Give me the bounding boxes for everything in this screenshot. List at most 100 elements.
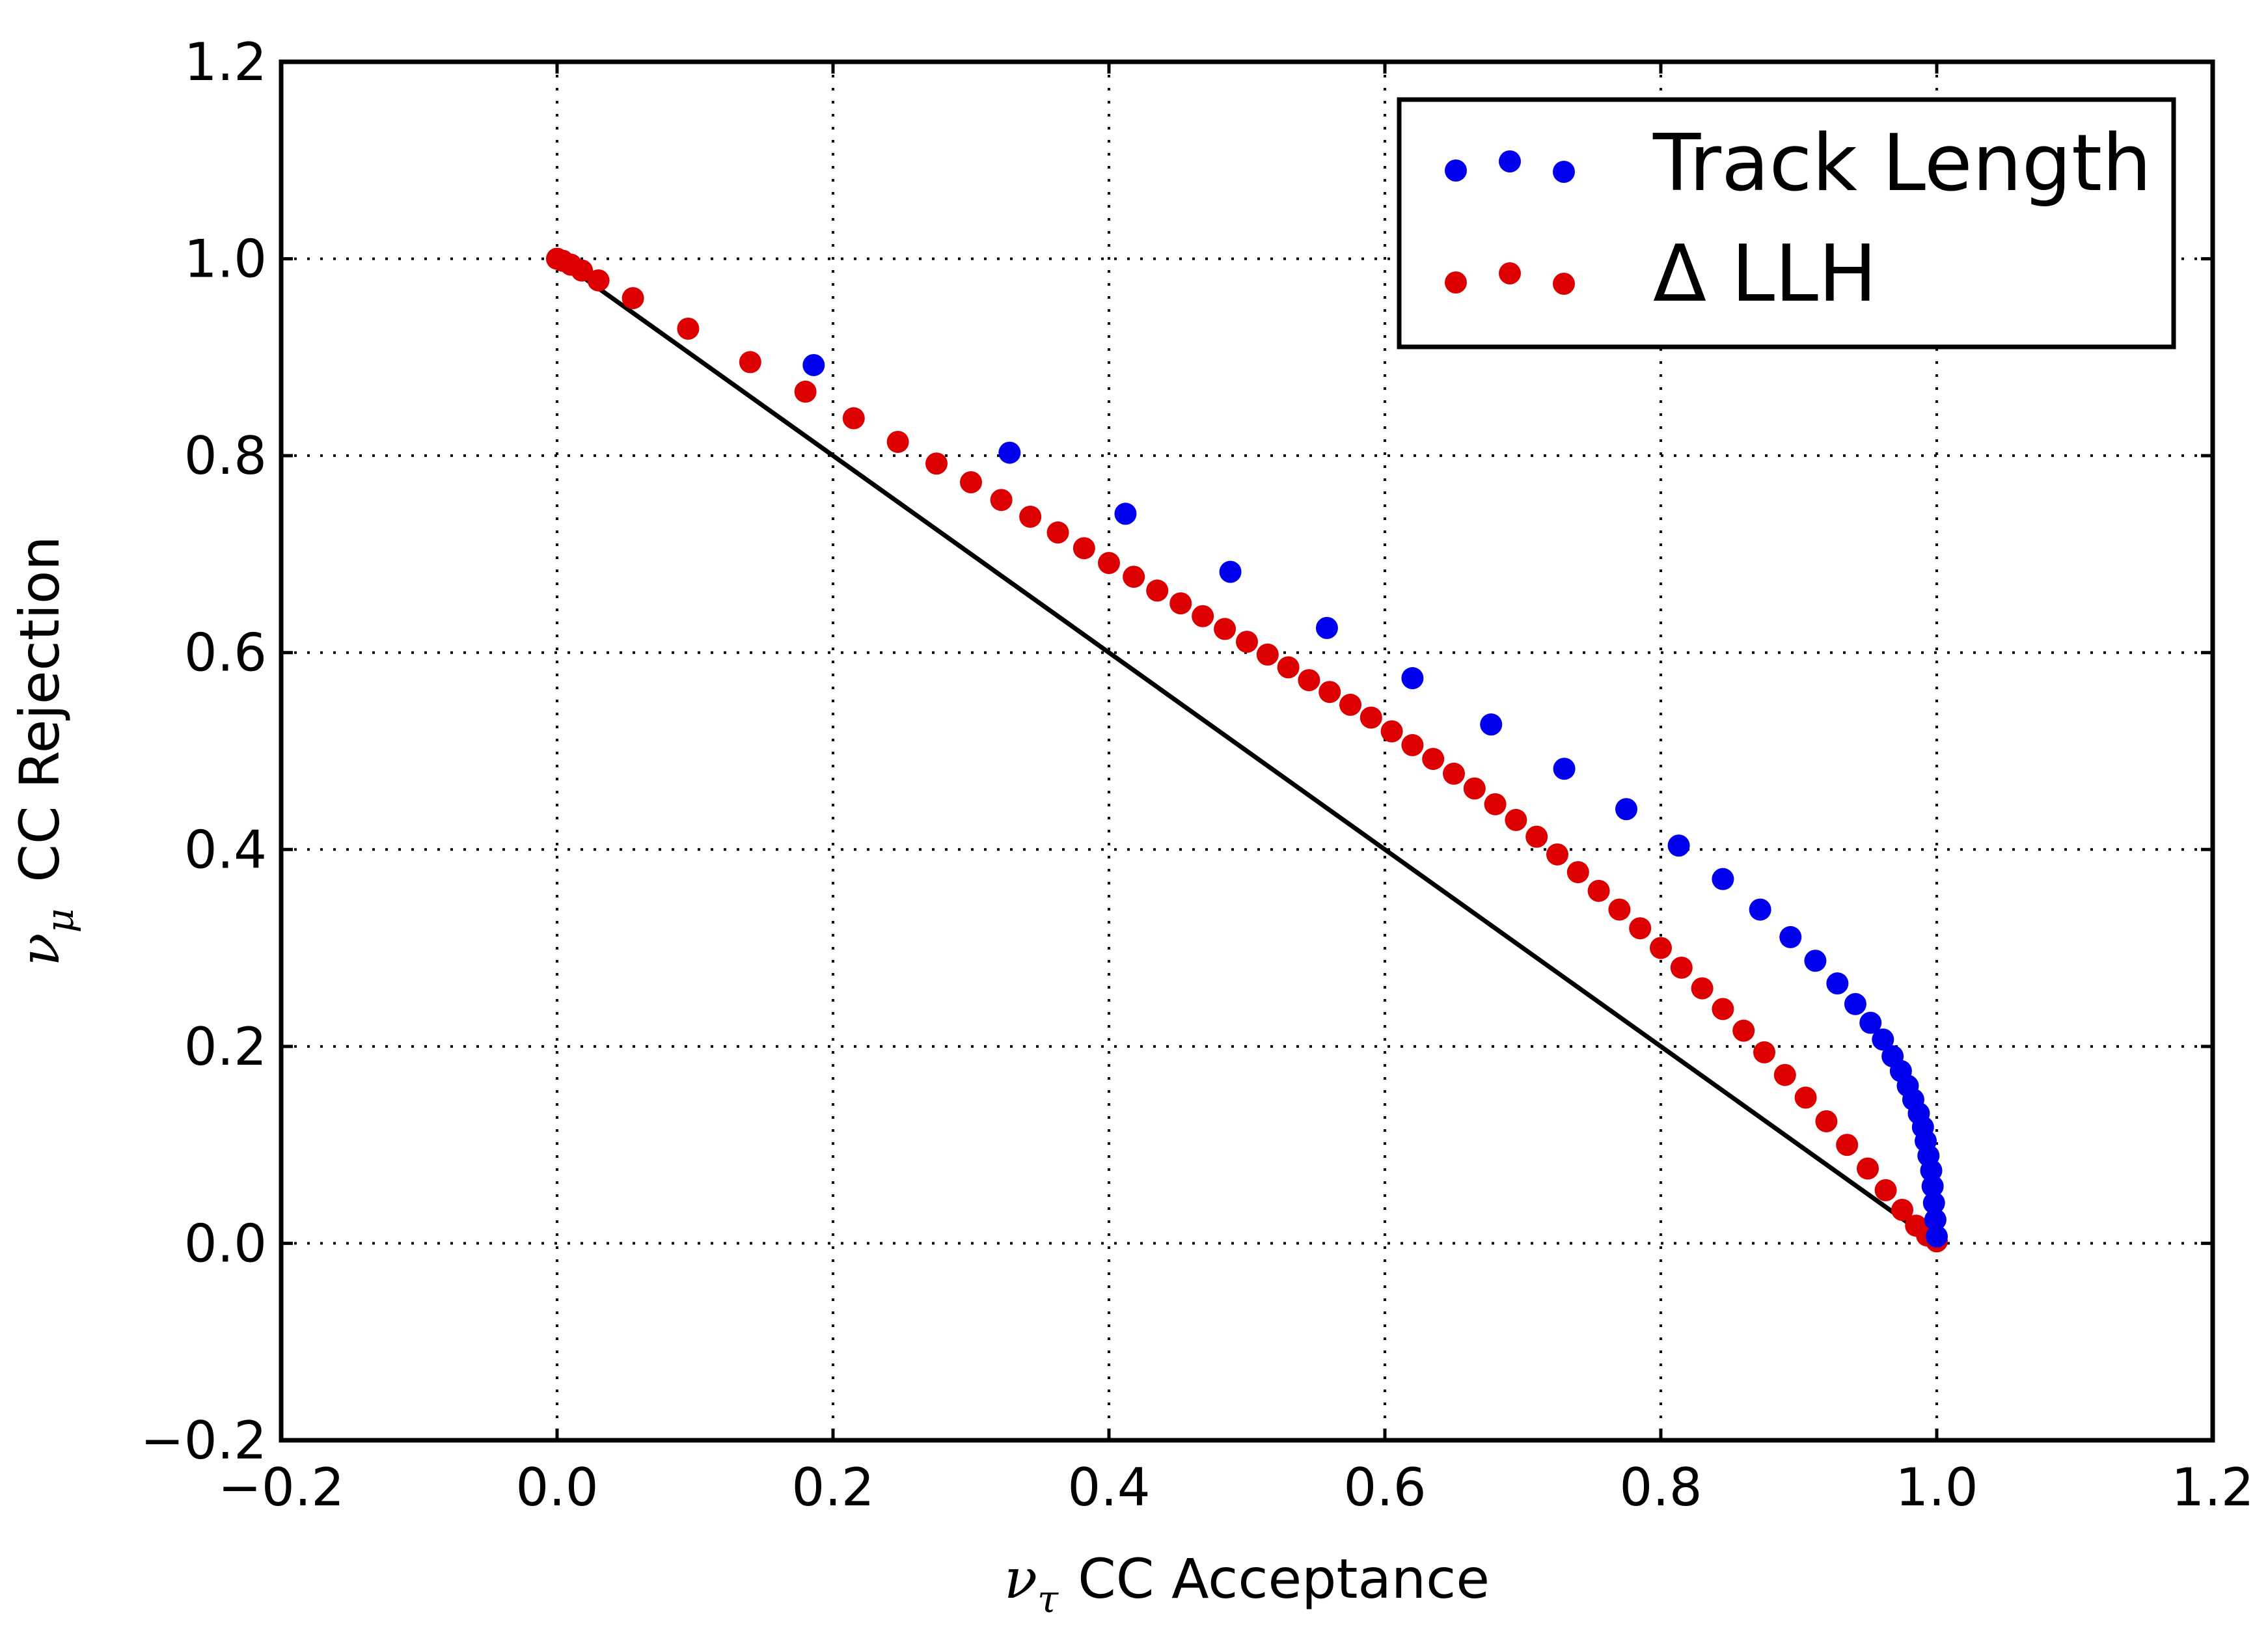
plot-area xyxy=(546,247,1948,1253)
track-length-point xyxy=(1926,1225,1948,1248)
legend-label-delta-llh: Δ LLH xyxy=(1653,229,1877,320)
delta-llh-point xyxy=(1443,762,1465,785)
delta-llh-point xyxy=(1463,777,1486,800)
y-tick-label: 0.6 xyxy=(184,623,267,683)
delta-llh-point xyxy=(990,489,1013,512)
track-length-point xyxy=(1826,972,1849,995)
delta-llh-point xyxy=(1836,1134,1859,1157)
track-length-point xyxy=(802,353,825,376)
legend-marker-track-length-1 xyxy=(1445,159,1467,182)
track-length-point xyxy=(1844,992,1866,1015)
x-axis-label-subscript: τ xyxy=(1037,1577,1059,1621)
y-axis-label-symbol: ν xyxy=(8,933,72,966)
delta-llh-point xyxy=(960,471,982,493)
track-length-point xyxy=(1922,1192,1945,1214)
y-axis-label-subscript: μ xyxy=(38,909,82,933)
x-axis-ticks: −0.2 0.0 0.2 0.4 0.6 0.8 1.0 1.2 xyxy=(218,62,2254,1518)
track-length-point xyxy=(1667,834,1690,857)
delta-llh-point xyxy=(1046,521,1069,544)
delta-llh-point xyxy=(1773,1063,1796,1086)
delta-llh-point xyxy=(1874,1179,1897,1201)
delta-llh-point xyxy=(587,269,610,292)
x-axis-label-text: CC Acceptance xyxy=(1078,1547,1490,1611)
x-tick-label: 0.6 xyxy=(1343,1457,1426,1518)
track-length-point xyxy=(1872,1028,1894,1051)
legend-marker-track-length-3 xyxy=(1553,161,1575,183)
delta-llh-point xyxy=(1794,1086,1817,1109)
delta-llh-point xyxy=(1401,733,1424,756)
delta-llh-point xyxy=(1815,1110,1838,1132)
track-length-point xyxy=(1401,667,1424,690)
delta-llh-point xyxy=(1214,618,1236,640)
delta-llh-point xyxy=(1019,505,1042,528)
delta-llh-point xyxy=(1753,1041,1775,1063)
y-axis-ticks: −0.2 0.0 0.2 0.4 0.6 0.8 1.0 1.2 xyxy=(141,32,2213,1471)
delta-llh-point xyxy=(1339,693,1361,716)
y-axis-label-text: CC Rejection xyxy=(8,536,72,882)
delta-llh-point xyxy=(1277,656,1300,679)
legend-marker-track-length-2 xyxy=(1499,150,1521,172)
delta-llh-point xyxy=(1073,537,1095,560)
delta-llh-point xyxy=(925,452,948,475)
x-tick-label: 0.4 xyxy=(1067,1457,1150,1518)
legend-marker-delta-llh-3 xyxy=(1553,273,1575,295)
x-tick-label: 0.0 xyxy=(515,1457,598,1518)
delta-llh-point xyxy=(1505,808,1527,831)
y-tick-label: 0.4 xyxy=(184,819,267,880)
delta-llh-point xyxy=(1857,1157,1879,1180)
legend: Track Length Δ LLH xyxy=(1397,97,2176,349)
y-tick-label: 1.0 xyxy=(184,229,267,290)
delta-llh-point xyxy=(571,259,594,282)
x-tick-label: 0.2 xyxy=(791,1457,874,1518)
track-length-point xyxy=(1749,898,1771,921)
delta-llh-point xyxy=(1422,748,1445,771)
x-tick-label: 1.0 xyxy=(1895,1457,1978,1518)
track-length-point xyxy=(1315,616,1338,639)
delta-llh-point xyxy=(1484,793,1507,815)
delta-llh-point xyxy=(1192,605,1214,627)
track-length-point xyxy=(1779,925,1802,948)
x-axis-label: ντ CC Acceptance xyxy=(1004,1547,1490,1621)
y-tick-label: −0.2 xyxy=(141,1410,267,1471)
delta-llh-point xyxy=(1566,861,1589,884)
track-length-point xyxy=(1859,1011,1882,1034)
plot-frame xyxy=(279,59,2215,1443)
delta-llh-point xyxy=(1098,552,1120,575)
track-length-point xyxy=(1804,950,1827,972)
delta-llh-point xyxy=(1318,681,1341,704)
track-length-point xyxy=(1615,798,1637,821)
delta-llh-point xyxy=(1891,1198,1913,1221)
delta-llh-point xyxy=(1123,566,1145,588)
random-guess-line xyxy=(555,256,1939,1246)
track-length-point xyxy=(1114,502,1137,525)
x-tick-label: 1.2 xyxy=(2171,1457,2254,1518)
delta-llh-point xyxy=(1546,843,1568,866)
delta-llh-point xyxy=(739,351,761,374)
track-length-point xyxy=(998,441,1021,464)
delta-llh-point xyxy=(1712,998,1734,1020)
legend-box xyxy=(1397,97,2176,349)
delta-llh-point xyxy=(1670,956,1693,979)
delta-llh-point xyxy=(1525,825,1548,848)
track-length-point xyxy=(1480,713,1503,736)
delta-llh-point xyxy=(1359,706,1382,729)
delta-llh-point xyxy=(1691,977,1714,1000)
delta-llh-point xyxy=(1380,720,1403,743)
delta-llh-point xyxy=(1256,643,1279,666)
delta-llh-point xyxy=(1298,669,1320,692)
track-length-point xyxy=(1921,1175,1944,1198)
delta-llh-point xyxy=(794,380,817,403)
track-length-point xyxy=(1553,758,1576,780)
y-tick-label: 1.2 xyxy=(184,32,267,92)
x-tick-label: −0.2 xyxy=(218,1457,344,1518)
legend-marker-delta-llh-1 xyxy=(1445,271,1467,294)
delta-llh-point xyxy=(1629,917,1652,940)
y-tick-label: 0.2 xyxy=(184,1017,267,1077)
delta-llh-point xyxy=(1146,579,1169,602)
track-length-point xyxy=(1219,560,1242,583)
delta-llh-point xyxy=(1587,879,1610,902)
x-axis-label-symbol: ν xyxy=(1004,1547,1037,1611)
delta-llh-point xyxy=(1732,1019,1755,1042)
x-tick-label: 0.8 xyxy=(1619,1457,1702,1518)
